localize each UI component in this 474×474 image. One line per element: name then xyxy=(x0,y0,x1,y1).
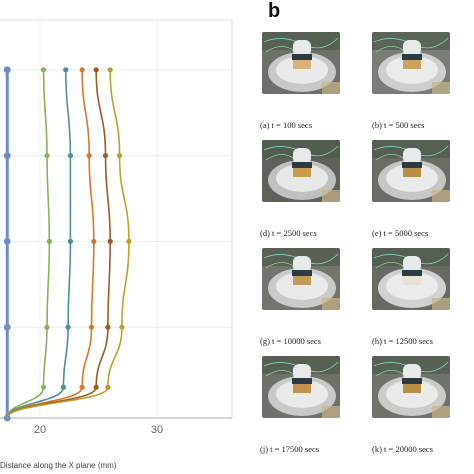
photo-image xyxy=(372,140,450,202)
time-lapse-photo xyxy=(262,140,340,202)
series-5-point xyxy=(105,324,111,330)
chart-series-group xyxy=(3,66,132,422)
series-5-point xyxy=(93,67,99,73)
series-line-5 xyxy=(6,69,112,419)
series-6-point xyxy=(126,238,132,244)
photo-image xyxy=(262,140,340,202)
time-lapse-photo xyxy=(372,140,450,202)
photo-image xyxy=(262,248,340,310)
deformation-chart: 20304050 Distance along the X plane (mm) xyxy=(0,19,233,470)
series-1-point xyxy=(3,152,11,160)
series-4-point xyxy=(86,153,92,159)
series-4-point xyxy=(79,384,85,390)
series-3-point xyxy=(63,67,69,73)
series-5-point xyxy=(107,238,113,244)
time-lapse-photo xyxy=(262,356,340,418)
series-6-point xyxy=(119,324,125,330)
series-1-point xyxy=(3,238,11,245)
series-3-point xyxy=(60,384,66,390)
series-line-3 xyxy=(6,69,72,419)
series-6-point xyxy=(116,153,123,159)
photo-image xyxy=(372,248,450,310)
time-lapse-photo xyxy=(372,248,450,310)
series-3-point xyxy=(67,238,74,244)
chart-grid xyxy=(0,19,233,419)
series-2-point xyxy=(40,384,47,390)
photo-image xyxy=(372,32,450,94)
time-lapse-photo xyxy=(262,32,340,94)
series-5-point xyxy=(102,153,109,159)
photo-image xyxy=(262,356,340,418)
photo-caption: (a) t = 100 secs xyxy=(260,120,313,130)
series-6-point xyxy=(105,384,111,390)
time-lapse-photo xyxy=(372,32,450,94)
series-1-point xyxy=(3,323,11,331)
photo-caption: (j) t = 17500 secs xyxy=(260,444,320,454)
series-6-point xyxy=(107,67,113,73)
photo-image xyxy=(372,356,450,418)
x-tick-labels: 20304050 xyxy=(34,424,163,436)
series-1-point xyxy=(3,66,11,74)
series-line-2 xyxy=(6,69,51,419)
series-3-point xyxy=(65,324,71,330)
x-tick-label: 20 xyxy=(34,424,46,436)
time-lapse-photo xyxy=(262,248,340,310)
photo-caption: (b) t = 500 secs xyxy=(372,120,425,130)
series-4-point xyxy=(88,324,95,330)
photo-caption: (d) t = 2500 secs xyxy=(260,228,317,238)
series-2-point xyxy=(46,238,52,244)
series-2-point xyxy=(44,153,50,159)
series-4-point xyxy=(79,67,85,73)
photo-caption: (g) t = 10000 secs xyxy=(260,336,321,346)
series-2-point xyxy=(40,67,47,73)
panel-b-label: b xyxy=(268,0,281,22)
x-tick-label: 30 xyxy=(151,424,163,436)
series-3-point xyxy=(67,153,74,159)
series-line-6 xyxy=(6,69,130,419)
photo-caption: (k) t = 20000 secs xyxy=(372,444,433,454)
series-line-4 xyxy=(6,69,95,419)
series-4-point xyxy=(91,238,97,244)
photo-image xyxy=(262,32,340,94)
series-5-point xyxy=(93,384,99,390)
photo-caption: (h) t = 12500 secs xyxy=(372,336,433,346)
x-axis-title: Distance along the X plane (mm) xyxy=(0,461,117,470)
photo-caption: (e) t = 5000 secs xyxy=(372,228,429,238)
series-2-point xyxy=(44,324,50,330)
time-lapse-photo xyxy=(372,356,450,418)
